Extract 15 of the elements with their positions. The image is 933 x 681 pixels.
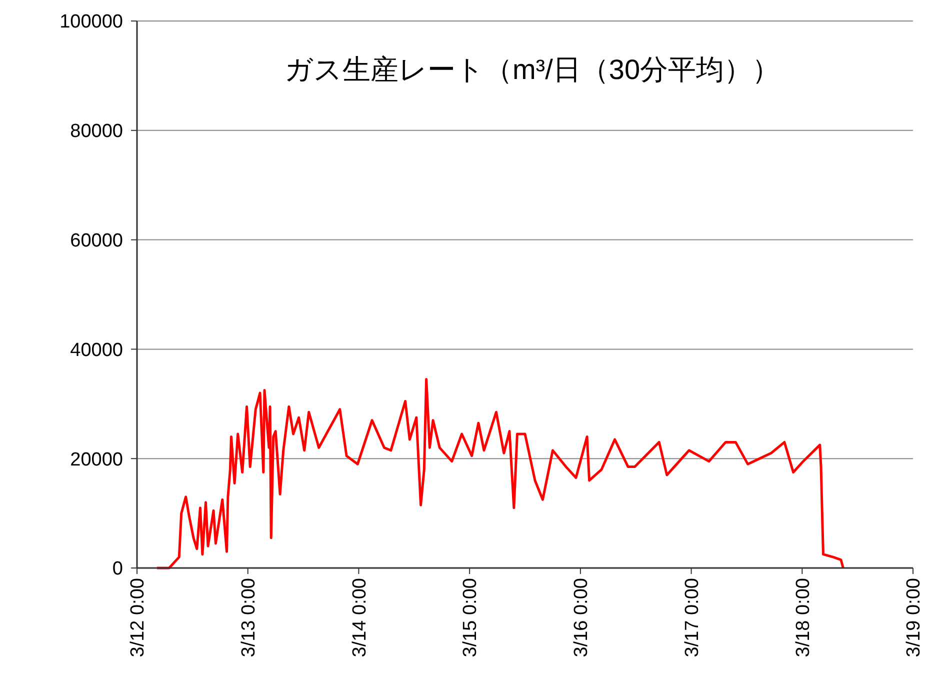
- y-tick-label: 20000: [70, 449, 123, 470]
- y-tick-label: 100000: [60, 12, 123, 33]
- x-tick-label: 3/13 0:00: [238, 578, 260, 658]
- text: ガス生産レート（m³/日（30分平均））: [284, 54, 780, 85]
- y-tick-label: 40000: [70, 340, 123, 361]
- x-tick-label: 3/19 0:00: [904, 578, 925, 658]
- x-tick-label: 3/15 0:00: [460, 578, 482, 658]
- y-tick-label: 80000: [70, 121, 123, 142]
- x-tick-label: 3/14 0:00: [349, 578, 370, 658]
- x-tick-label: 3/12 0:00: [128, 578, 149, 658]
- x-tick-label: 3/17 0:00: [682, 578, 703, 658]
- x-tick-label: 3/16 0:00: [571, 578, 592, 658]
- y-tick-label: 0: [112, 558, 123, 580]
- x-tick-label: 3/18 0:00: [792, 578, 814, 658]
- y-tick-label: 60000: [70, 230, 123, 252]
